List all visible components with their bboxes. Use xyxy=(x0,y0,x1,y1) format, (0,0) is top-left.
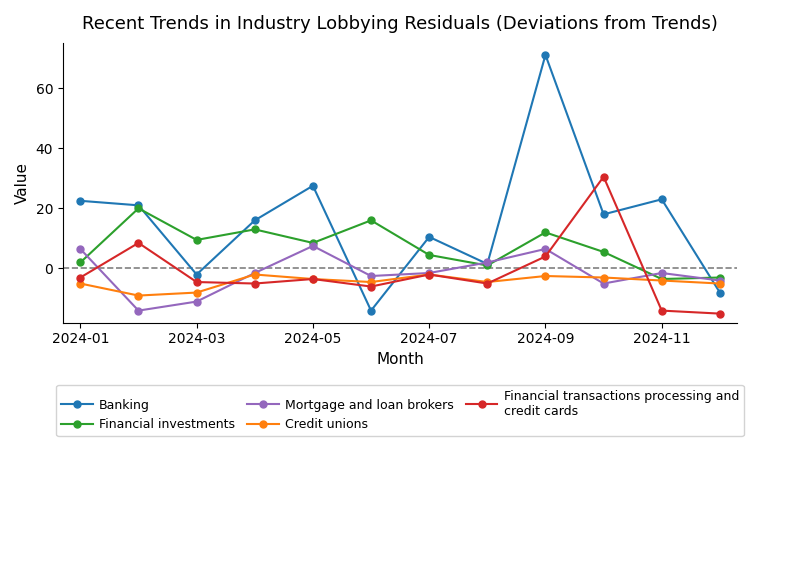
Financial transactions processing and
credit cards xyxy=(367,283,376,290)
Financial investments xyxy=(715,274,724,281)
Financial transactions processing and
credit cards xyxy=(540,253,550,260)
Title: Recent Trends in Industry Lobbying Residuals (Deviations from Trends): Recent Trends in Industry Lobbying Resid… xyxy=(82,15,718,33)
Financial investments xyxy=(599,248,608,255)
Financial investments xyxy=(424,252,434,259)
Mortgage and loan brokers xyxy=(483,259,492,266)
Credit unions xyxy=(250,271,259,278)
Financial transactions processing and
credit cards xyxy=(599,173,608,180)
Financial transactions processing and
credit cards xyxy=(308,275,318,282)
Financial transactions processing and
credit cards xyxy=(715,310,724,317)
Financial transactions processing and
credit cards xyxy=(250,280,259,287)
Banking xyxy=(76,198,85,204)
Credit unions xyxy=(540,272,550,279)
Credit unions xyxy=(657,277,667,284)
Credit unions xyxy=(367,279,376,286)
Legend: Banking, Financial investments, Mortgage and loan brokers, Credit unions, Financ: Banking, Financial investments, Mortgage… xyxy=(56,385,744,436)
Banking xyxy=(483,260,492,267)
Financial investments xyxy=(76,259,85,266)
Line: Mortgage and loan brokers: Mortgage and loan brokers xyxy=(77,242,724,314)
Banking xyxy=(308,183,318,190)
Financial investments xyxy=(250,226,259,233)
Financial transactions processing and
credit cards xyxy=(134,240,143,247)
Credit unions xyxy=(76,280,85,287)
Banking xyxy=(540,51,550,58)
Mortgage and loan brokers xyxy=(192,298,201,305)
Banking xyxy=(715,289,724,296)
Financial transactions processing and
credit cards xyxy=(657,307,667,314)
Mortgage and loan brokers xyxy=(657,270,667,276)
Credit unions xyxy=(599,274,608,281)
Credit unions xyxy=(715,280,724,287)
Credit unions xyxy=(192,289,201,296)
Credit unions xyxy=(483,279,492,286)
Credit unions xyxy=(134,292,143,299)
Banking xyxy=(424,233,434,240)
Banking xyxy=(250,217,259,224)
Mortgage and loan brokers xyxy=(367,272,376,279)
Line: Financial investments: Financial investments xyxy=(77,205,724,282)
Banking xyxy=(367,307,376,314)
Financial transactions processing and
credit cards xyxy=(424,271,434,278)
Mortgage and loan brokers xyxy=(715,277,724,284)
Mortgage and loan brokers xyxy=(308,242,318,249)
Financial investments xyxy=(540,229,550,236)
Banking xyxy=(134,202,143,209)
Mortgage and loan brokers xyxy=(424,270,434,276)
Financial investments xyxy=(367,217,376,224)
Financial investments xyxy=(192,237,201,244)
Y-axis label: Value: Value xyxy=(15,162,30,204)
Financial investments xyxy=(308,240,318,247)
Financial transactions processing and
credit cards xyxy=(76,274,85,281)
X-axis label: Month: Month xyxy=(376,352,424,367)
Banking xyxy=(657,196,667,203)
Banking xyxy=(599,211,608,218)
Banking xyxy=(192,271,201,278)
Financial investments xyxy=(134,205,143,212)
Line: Banking: Banking xyxy=(77,51,724,314)
Credit unions xyxy=(424,271,434,278)
Line: Financial transactions processing and
credit cards: Financial transactions processing and cr… xyxy=(77,173,724,317)
Mortgage and loan brokers xyxy=(76,245,85,252)
Financial transactions processing and
credit cards xyxy=(483,280,492,287)
Mortgage and loan brokers xyxy=(250,270,259,276)
Mortgage and loan brokers xyxy=(134,307,143,314)
Credit unions xyxy=(308,275,318,282)
Financial investments xyxy=(657,275,667,282)
Mortgage and loan brokers xyxy=(540,245,550,252)
Financial transactions processing and
credit cards xyxy=(192,279,201,286)
Financial investments xyxy=(483,262,492,269)
Mortgage and loan brokers xyxy=(599,280,608,287)
Line: Credit unions: Credit unions xyxy=(77,271,724,299)
